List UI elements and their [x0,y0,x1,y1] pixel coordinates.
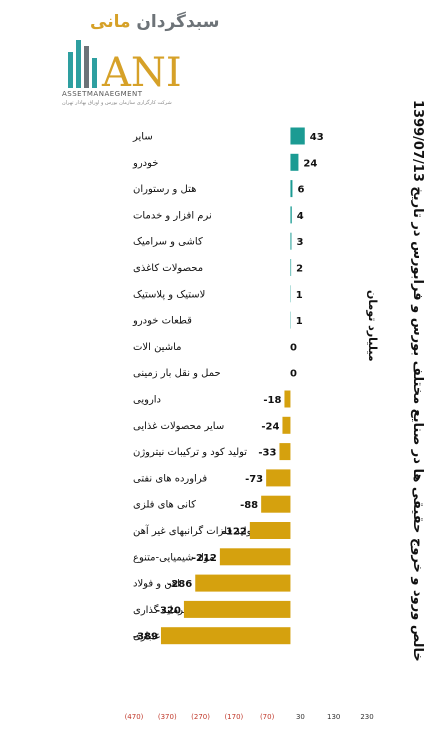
data-label: -18 [263,395,281,406]
bar [290,259,292,276]
logo-persian-name: سبدگردان مانی [90,12,219,32]
data-label: 1 [296,290,303,301]
chart-unit-label: میلیارد تومان [366,290,379,362]
category-label: سرمایه گذاری [133,604,192,616]
logo-mark: ANI [68,40,180,90]
data-label: -73 [245,474,263,485]
category-label: سایر محصولات غذایی [133,421,224,432]
category-label: تولید کود و ترکیبات نیتروژن [133,447,247,458]
data-label: 0 [290,369,297,380]
x-tick-label: 230 [360,713,373,721]
bar [290,127,305,145]
data-label: -88 [240,500,258,511]
category-label: سایر [132,132,153,143]
category-label: حمل و نقل بار زمینی [133,368,221,379]
category-label: تولید فلزات گرانبهای غیر آهن [133,524,255,537]
data-label: 43 [310,132,324,143]
category-label: اهن و فولاد [133,579,180,590]
category-label: محصولات کاغذی [133,263,203,274]
bar [290,180,293,198]
logo-persian-accent: مانی [90,12,131,32]
bar [183,600,291,618]
category-label: لاستیک و پلاستیک [133,289,205,300]
category-label: نرم افزار و خدمات [133,210,212,221]
data-label: -33 [258,448,276,459]
bar [290,206,292,224]
category-label: هتل و رستوران [133,184,196,195]
category-label: ماشین الات [133,342,182,353]
x-tick-label: (270) [191,713,210,721]
company-logo: سبدگردان مانی ANI ASSETMANAEGMENT شرکت ک… [62,12,219,106]
category-label: قطعات خودرو [132,316,192,327]
x-tick-label: (470) [125,713,144,721]
logo-mark-text: ANI [101,50,180,90]
category-label: کانی های فلزی [133,500,196,511]
x-tick-label: 30 [296,713,305,721]
bar [160,627,291,645]
category-label: فراورده های نفتی [133,473,207,484]
data-label: -122 [222,527,247,538]
logo-english-text: ASSETMANAEGMENT [62,90,143,98]
logo-subtitle: شرکت کارگزاری سازمان بورس و اوراق بهادار… [62,100,172,106]
bar [279,443,291,461]
x-tick-label: (170) [224,713,243,721]
bar [261,495,291,513]
data-label: -212 [192,553,217,564]
bar [290,232,292,250]
data-label: 4 [297,211,304,222]
bar [195,574,291,592]
data-label: 0 [290,342,297,353]
bar [266,469,291,487]
logo-persian-prefix: سبدگردان [136,12,220,32]
data-label: 24 [303,158,317,169]
category-label: دارویی [133,395,161,406]
category-label: مواد شیمیایی-متنوع [133,552,214,563]
category-label: خودرو [132,158,158,169]
x-tick-label: 130 [327,713,340,721]
data-label: -320 [156,605,181,616]
data-label: -389 [133,632,158,643]
chart-title: خالص ورود و خروج حقیقی ها در صنایع مختلف… [410,100,425,662]
data-label: 1 [296,316,303,327]
data-label: -24 [261,421,279,432]
x-tick-label: (70) [260,713,275,721]
data-label: 3 [296,237,303,248]
x-tick-label: (370) [158,713,177,721]
category-label: کاشی و سرامیک [133,237,203,248]
data-label: -286 [167,579,192,590]
bar [282,416,291,434]
bar [284,390,291,408]
bar [290,153,299,171]
data-label: 6 [297,185,304,196]
bar [219,548,291,566]
data-label: 2 [296,264,303,275]
bar [249,522,291,539]
